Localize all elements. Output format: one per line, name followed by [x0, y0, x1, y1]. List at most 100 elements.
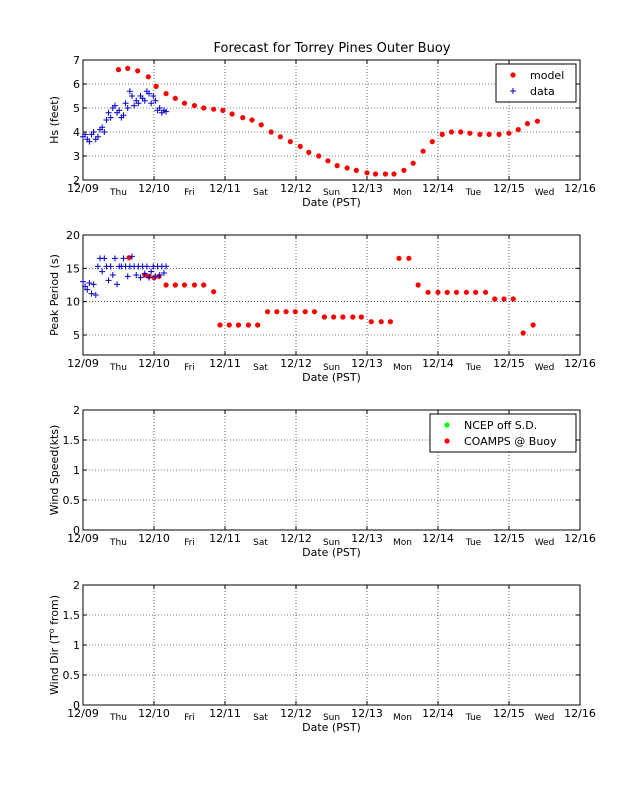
model-point: [501, 296, 507, 302]
y-axis-label-main: Wind Speed(kts): [48, 425, 61, 516]
model-point: [396, 255, 402, 261]
legend-marker: [444, 422, 450, 428]
model-point: [258, 122, 264, 128]
data-point: [148, 268, 155, 275]
model-point: [477, 131, 483, 137]
x-tick-label: 12/09: [67, 357, 99, 370]
data-point: [148, 100, 155, 107]
model-point: [415, 282, 421, 288]
model-point: [364, 170, 370, 176]
day-label: Mon: [393, 188, 412, 198]
model-point: [439, 131, 445, 137]
model-point: [453, 289, 460, 295]
model-point: [344, 165, 350, 171]
y-tick-label: 7: [73, 54, 80, 67]
y-tick-label: 1.5: [63, 434, 81, 447]
model-point: [467, 130, 473, 136]
model-point: [125, 65, 131, 71]
y-tick-label: 0: [73, 524, 80, 537]
data-point: [94, 263, 101, 270]
y-tick-label: 3: [73, 150, 80, 163]
x-tick-label: 12/16: [564, 707, 596, 720]
data-point: [156, 105, 163, 111]
wind-speed-panel: 12/09 12/10 12/11 12/12 12/13 12/14 12/15 12/16…: [48, 404, 596, 559]
model-point: [530, 322, 536, 328]
model-point: [340, 314, 346, 320]
day-label: Fri: [184, 538, 195, 548]
x-tick-label: 12/09: [67, 532, 99, 545]
data-point: [126, 88, 133, 95]
data-point: [156, 272, 163, 278]
data-point: [114, 281, 121, 288]
data-point: [94, 133, 101, 140]
data-point: [124, 273, 131, 280]
day-label: Sun: [323, 713, 340, 723]
y-axis-label-tail: from): [48, 595, 61, 628]
model-point: [191, 103, 198, 109]
x-tick-label: 12/16: [564, 532, 596, 545]
data-point: [163, 108, 170, 115]
x-tick-label: 12/11: [209, 357, 241, 370]
model-point: [473, 289, 479, 295]
legend-entry: NCEP off S.D.: [464, 419, 537, 432]
data-point: [141, 270, 148, 277]
model-point: [201, 105, 207, 111]
x-tick-label: 12/14: [422, 707, 454, 720]
model-point: [235, 322, 242, 328]
y-tick-label: 1: [73, 464, 80, 477]
y-axis-label-main: Peak Period (s): [48, 254, 61, 336]
day-label: Thu: [109, 713, 127, 723]
data-point: [80, 278, 86, 285]
model-point: [135, 68, 141, 74]
day-label: Mon: [393, 363, 412, 373]
model-point: [172, 95, 178, 101]
x-axis-label: Date (PST): [302, 196, 361, 209]
legend-marker: [510, 72, 516, 78]
model-point: [372, 171, 379, 177]
x-axis-label: Date (PST): [302, 371, 361, 384]
day-label: Fri: [184, 188, 195, 198]
day-label: Tue: [465, 363, 482, 373]
model-point: [353, 167, 359, 173]
x-tick-label: 12/09: [67, 182, 99, 195]
data-point: [101, 255, 108, 262]
model-point: [277, 134, 283, 140]
plot-area: [83, 585, 580, 705]
data-point: [122, 100, 129, 107]
y-axis-label: Wind Speed(kts): [48, 425, 61, 516]
model-point: [249, 117, 255, 123]
legend-box: [429, 413, 577, 453]
x-tick-label: 12/10: [138, 182, 170, 195]
model-point: [391, 171, 397, 177]
legend-entry: data: [530, 85, 555, 98]
data-point: [141, 97, 148, 104]
model-point: [510, 296, 516, 302]
y-tick-label: 5: [73, 102, 80, 115]
data-point: [116, 107, 123, 114]
x-tick-label: 12/12: [280, 357, 312, 370]
data-point: [152, 97, 159, 104]
data-point: [120, 255, 127, 262]
model-point: [425, 289, 431, 295]
model-point: [316, 153, 322, 159]
model-point: [492, 296, 498, 302]
x-tick-label: 12/12: [280, 182, 312, 195]
data-point: [90, 129, 97, 135]
x-tick-label: 12/15: [493, 532, 525, 545]
data-point: [128, 253, 135, 260]
data-point: [82, 131, 89, 138]
data-point: [128, 93, 135, 99]
y-axis-label: Wind Dir (To from): [47, 595, 61, 695]
model-point: [401, 167, 407, 173]
model-point: [115, 67, 122, 73]
x-tick-label: 12/15: [493, 182, 525, 195]
model-point: [211, 289, 217, 295]
hs-panel: 12/09 12/10 12/11 12/12 12/13 12/14 12/15 12/16…: [48, 54, 596, 209]
y-tick-label: 4: [73, 126, 80, 139]
x-tick-label: 12/11: [209, 532, 241, 545]
x-tick-label: 12/16: [564, 357, 596, 370]
model-point: [306, 149, 312, 155]
y-tick-label: 1.5: [63, 609, 81, 622]
x-tick-label: 12/13: [351, 707, 383, 720]
data-point: [86, 138, 93, 145]
